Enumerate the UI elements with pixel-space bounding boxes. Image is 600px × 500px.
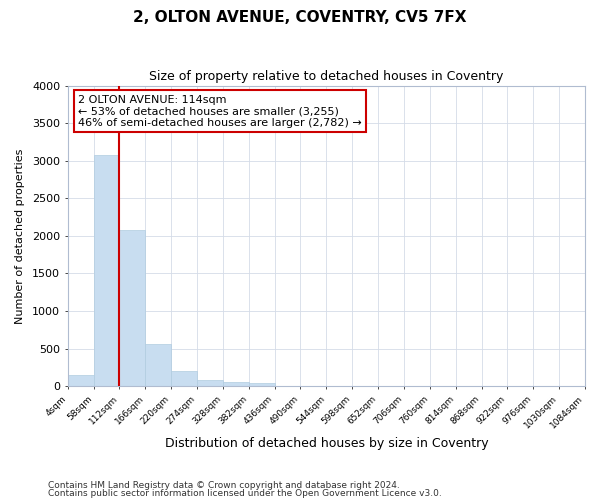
Text: 2, OLTON AVENUE, COVENTRY, CV5 7FX: 2, OLTON AVENUE, COVENTRY, CV5 7FX (133, 10, 467, 25)
Bar (171, 371, 197, 386)
Bar (145, 344, 171, 387)
Text: Contains public sector information licensed under the Open Government Licence v3: Contains public sector information licen… (48, 488, 442, 498)
Text: 2 OLTON AVENUE: 114sqm
← 53% of detached houses are smaller (3,255)
46% of semi-: 2 OLTON AVENUE: 114sqm ← 53% of detached… (78, 94, 362, 128)
Text: Contains HM Land Registry data © Crown copyright and database right 2024.: Contains HM Land Registry data © Crown c… (48, 481, 400, 490)
Bar (94, 156, 119, 386)
Title: Size of property relative to detached houses in Coventry: Size of property relative to detached ho… (149, 70, 503, 83)
Bar (68, 375, 94, 386)
Y-axis label: Number of detached properties: Number of detached properties (15, 148, 25, 324)
Bar (119, 230, 145, 386)
Bar (249, 383, 275, 386)
X-axis label: Distribution of detached houses by size in Coventry: Distribution of detached houses by size … (164, 437, 488, 450)
Bar (223, 382, 249, 386)
Bar (197, 380, 223, 386)
